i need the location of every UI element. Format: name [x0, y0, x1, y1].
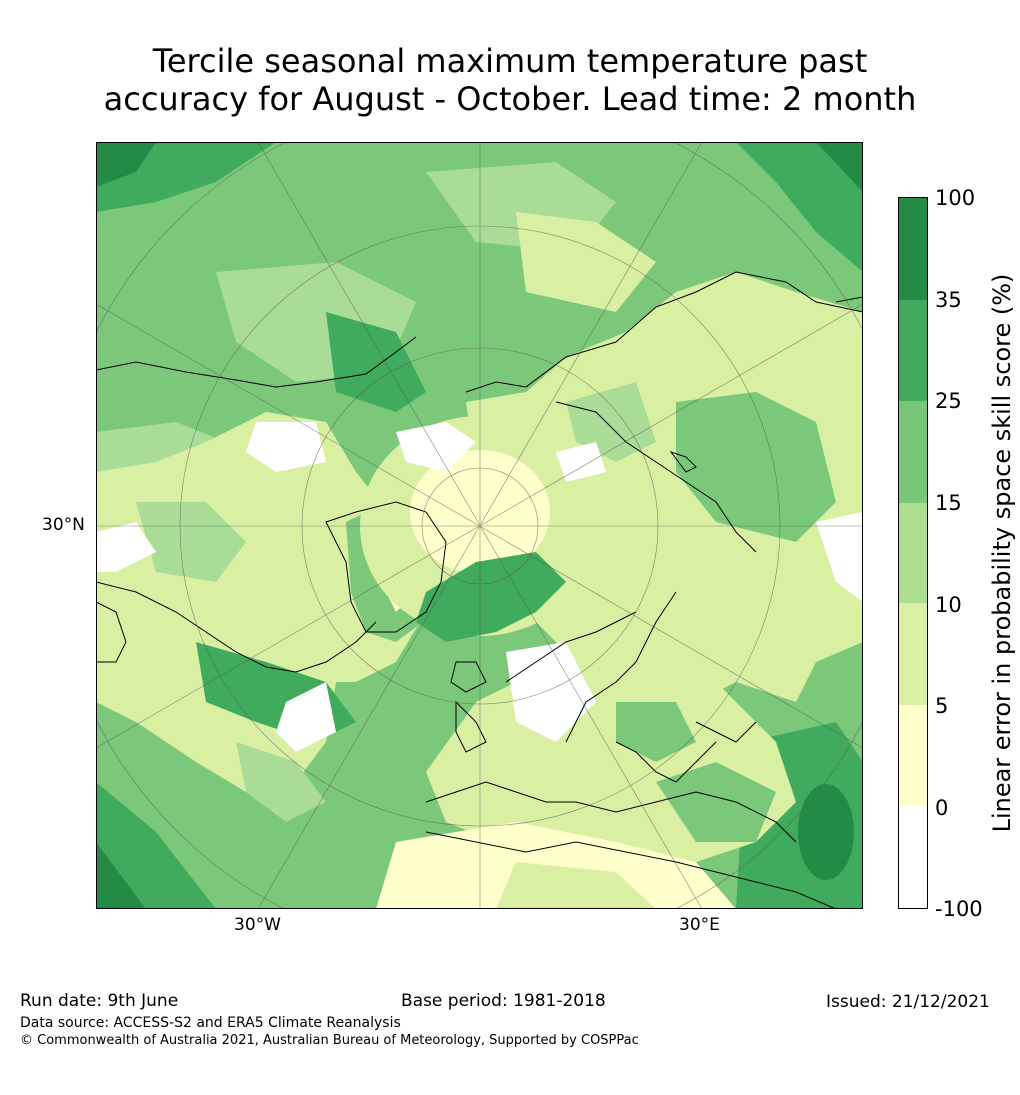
colorbar-tick-label: 25 [935, 389, 962, 413]
coastlines [96, 271, 863, 909]
land-area-africa [376, 822, 736, 909]
colorbar-segment [899, 502, 927, 605]
lon-tick-label-west: 30°W [234, 915, 281, 935]
skill-patch [416, 552, 566, 642]
skill-patch [816, 142, 863, 192]
skill-patch [798, 784, 854, 880]
colorbar-segment [899, 198, 927, 300]
colorbar-title: Linear error in probability space skill … [988, 273, 1016, 833]
negative-skill-patch [96, 522, 156, 572]
skill-patch [656, 762, 776, 842]
colorbar-segment [899, 806, 927, 908]
colorbar-tick-label: -100 [935, 897, 983, 921]
colorbar-segment [899, 704, 927, 807]
skill-patch [236, 742, 326, 822]
skill-patch [566, 382, 656, 462]
colorbar-tick-label: 15 [935, 491, 962, 515]
skill-patch [736, 142, 863, 272]
lon-tick-label-east: 30°E [679, 915, 720, 935]
graticule [96, 142, 863, 909]
map-border [96, 142, 863, 909]
data-source: Data source: ACCESS-S2 and ERA5 Climate … [20, 1015, 401, 1031]
skill-patch [496, 862, 656, 909]
negative-skill-patch [396, 422, 476, 472]
run-date: Run date: 9th June [20, 991, 179, 1011]
skill-patch [136, 502, 246, 582]
issued-date: Issued: 21/12/2021 [826, 992, 990, 1012]
chart-title-line-1: Tercile seasonal maximum temperature pas… [152, 42, 868, 80]
polar-map [96, 142, 863, 909]
colorbar-segment [899, 299, 927, 402]
skill-patch [676, 392, 836, 542]
colorbar-segment [899, 401, 927, 503]
colorbar-segment [899, 603, 927, 705]
colorbar-tick-label: 0 [935, 796, 949, 820]
skill-patch [96, 842, 146, 909]
negative-skill-patch [556, 442, 606, 482]
skill-patch [96, 782, 216, 909]
skill-patch [326, 312, 426, 412]
colorbar-tick-label: 10 [935, 593, 962, 617]
copyright: © Commonwealth of Australia 2021, Austra… [20, 1033, 639, 1048]
skill-patch [616, 702, 696, 762]
colorbar [898, 197, 928, 909]
base-period: Base period: 1981-2018 [401, 991, 606, 1011]
polar-map-svg [96, 142, 863, 909]
skill-patch [96, 142, 156, 187]
colorbar-tick-label: 5 [935, 694, 949, 718]
colorbar-tick-label: 100 [935, 186, 976, 210]
lat-tick-label: 30°N [42, 515, 85, 535]
chart-title-line-2: accuracy for August - October. Lead time… [103, 80, 917, 118]
negative-skill-patch [816, 512, 863, 602]
negative-skill-patch [246, 422, 326, 472]
skill-patch [516, 212, 656, 312]
colorbar-tick-label: 35 [935, 288, 962, 312]
negative-skill-patch [276, 682, 336, 752]
